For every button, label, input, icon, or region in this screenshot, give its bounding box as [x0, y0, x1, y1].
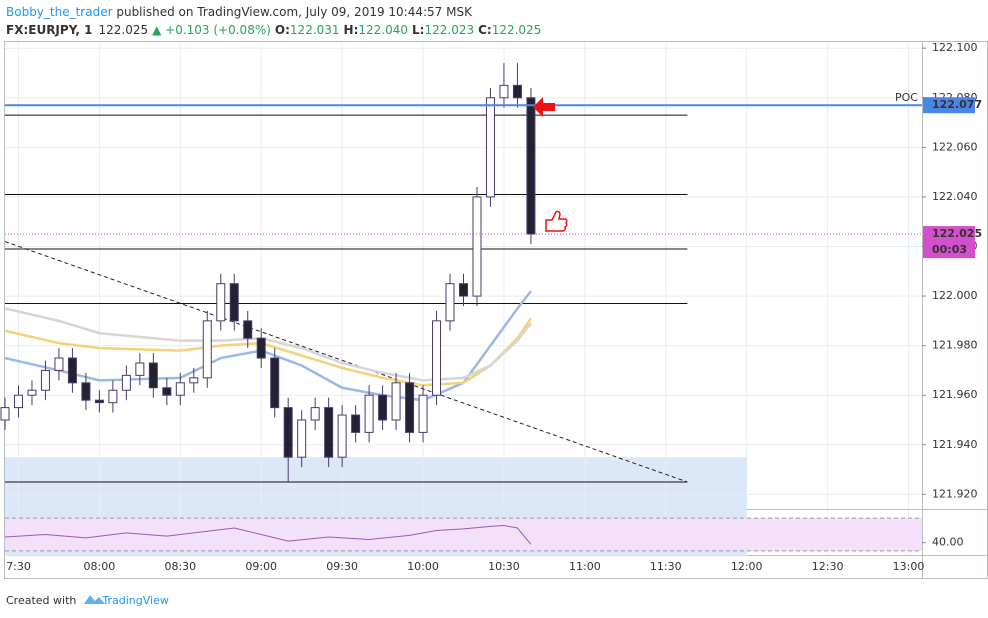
candle-body [0, 407, 10, 421]
x-tick-label: 11:30 [650, 560, 682, 573]
candle-body [418, 394, 428, 433]
x-tick-label: 11:00 [569, 560, 601, 573]
candle-body [27, 389, 37, 396]
footer-text: Created with [6, 594, 76, 607]
symbol: FX:EURJPY, 1 [6, 23, 92, 37]
candle-body [512, 84, 522, 99]
candle-body [121, 374, 131, 391]
candle-body [162, 387, 172, 396]
candle-body [13, 394, 23, 409]
candle-body [364, 394, 374, 433]
line-series [4, 307, 532, 382]
l-label: L: [412, 23, 424, 37]
candle-body [229, 283, 239, 322]
y-tick-label: 40.00 [932, 536, 964, 549]
c-label: C: [478, 23, 492, 37]
y-tick-label: 121.960 [932, 388, 978, 401]
candle-body [243, 320, 253, 339]
last-price: 122.025 [932, 227, 982, 240]
rsi-band [5, 518, 922, 551]
candle-body [405, 382, 415, 433]
candle-body [499, 84, 509, 99]
header-line: Bobby_the_trader published on TradingVie… [6, 5, 473, 19]
candle-body [54, 357, 64, 371]
x-tick-label: 10:00 [407, 560, 439, 573]
published: published on TradingView.com, July 09, 2… [113, 5, 474, 19]
candle-body [175, 382, 185, 396]
candle-body [378, 394, 388, 421]
c: 122.025 [492, 23, 542, 37]
candle-body [283, 407, 293, 458]
y-tick-label: 121.940 [932, 438, 978, 451]
y-tick-label: 121.920 [932, 487, 978, 500]
candle-body [81, 382, 91, 401]
x-tick-label: 12:00 [731, 560, 763, 573]
y-tick-label: 122.100 [932, 41, 978, 54]
x-tick-label: 09:30 [326, 560, 358, 573]
candle-body [337, 414, 347, 458]
candle-body [67, 357, 77, 384]
y-tick-label: 121.980 [932, 339, 978, 352]
x-tick-label: 10:30 [488, 560, 520, 573]
candle-body [189, 377, 199, 384]
candle-body [297, 419, 307, 458]
y-tick-label: 122.060 [932, 140, 978, 153]
candle-body [485, 97, 495, 198]
poc-price-box [923, 97, 975, 114]
candle-body [526, 97, 536, 235]
candle-body [324, 407, 334, 458]
l: 122.023 [424, 23, 474, 37]
x-tick-label: 08:00 [84, 560, 116, 573]
h: 122.040 [358, 23, 408, 37]
line-series [4, 290, 532, 402]
change: ▲ +0.103 (+0.08%) [152, 23, 271, 37]
candle-body [432, 320, 442, 396]
x-tick-label: 13:00 [893, 560, 925, 573]
footer-brand[interactable]: TradingView [101, 594, 168, 607]
thumbs-up-icon [545, 210, 568, 232]
candle-body [40, 369, 50, 391]
last: 122.025 [98, 23, 148, 37]
x-tick-label: 09:00 [245, 560, 277, 573]
candle-body [135, 362, 145, 376]
last-price-box [923, 226, 975, 259]
poc-label: POC [895, 91, 918, 104]
author[interactable]: Bobby_the_trader [6, 5, 113, 19]
y-tick-label: 122.040 [932, 190, 978, 203]
o: 122.031 [290, 23, 340, 37]
red-arrow [533, 97, 555, 117]
line-series [4, 525, 532, 545]
candle-body [148, 362, 158, 389]
x-tick-label: 7:30 [6, 560, 31, 573]
candle-body [270, 357, 280, 409]
candle-body [108, 389, 118, 404]
x-tick-label: 08:30 [164, 560, 196, 573]
candle-body [459, 283, 468, 297]
y-tick-label: 122.000 [932, 289, 978, 302]
candle-body [391, 382, 401, 421]
x-tick-label: 12:30 [812, 560, 844, 573]
candle-body [202, 320, 212, 379]
o-label: O: [275, 23, 290, 37]
h-label: H: [344, 23, 359, 37]
candle-body [310, 407, 320, 421]
trend-line [4, 241, 688, 483]
candle-body [351, 414, 361, 433]
footer: Created with TradingView [6, 594, 169, 607]
candle-body [256, 337, 266, 359]
poc-price: 122.077 [932, 98, 982, 111]
candle-body [445, 283, 455, 322]
tv-logo [84, 595, 105, 604]
candle-body [94, 399, 104, 404]
symbol-line: FX:EURJPY, 1 122.025 ▲ +0.103 (+0.08%) O:12… [6, 23, 541, 37]
candle-body [216, 283, 226, 322]
candle-body [472, 196, 482, 297]
countdown: 00:03 [932, 243, 967, 256]
